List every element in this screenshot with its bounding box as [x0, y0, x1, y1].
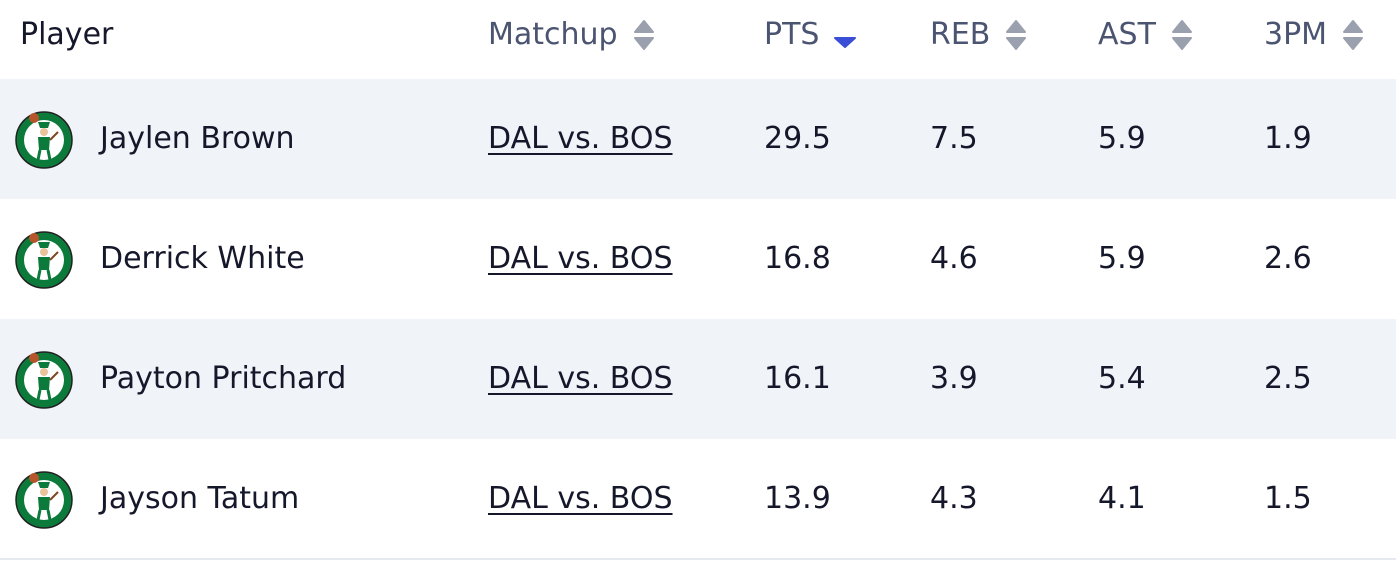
stat-value: 4.6: [930, 241, 978, 276]
table-row: Jayson Tatum DAL vs. BOS 13.9 4.3 4.1 1.5: [0, 439, 1396, 559]
stat-value: 2.5: [1264, 361, 1312, 396]
table-row: Jaylen Brown DAL vs. BOS 29.5 7.5 5.9 1.9: [0, 79, 1396, 199]
stat-value: 4.3: [930, 481, 978, 516]
table-row: Payton Pritchard DAL vs. BOS 16.1 3.9 5.4 2.5: [0, 319, 1396, 439]
stat-value: 4.1: [1098, 481, 1146, 516]
player-name: Jayson Tatum: [100, 481, 300, 516]
matchup-link[interactable]: DAL vs. BOS: [488, 121, 673, 156]
matchup-link[interactable]: DAL vs. BOS: [488, 481, 673, 516]
matchup-link[interactable]: DAL vs. BOS: [488, 241, 673, 276]
sort-icon[interactable]: [1004, 18, 1028, 52]
sort-icon[interactable]: [833, 18, 857, 52]
column-header: Player: [20, 17, 113, 52]
header-text: Matchup: [488, 17, 618, 52]
table-header: Player Matchup PTS REB AST 3PM: [0, 0, 1396, 79]
column-header[interactable]: AST: [1098, 17, 1194, 52]
stat-value: 7.5: [930, 121, 978, 156]
header-text: PTS: [764, 17, 820, 52]
sort-icon[interactable]: [1170, 18, 1194, 52]
team-logo: [15, 351, 73, 409]
stat-value: 29.5: [764, 121, 831, 156]
team-logo: [15, 111, 73, 169]
stat-value: 3.9: [930, 361, 978, 396]
stat-value: 13.9: [764, 481, 831, 516]
stat-value: 1.9: [1264, 121, 1312, 156]
column-header[interactable]: Matchup: [488, 17, 656, 52]
column-header[interactable]: 3PM: [1264, 17, 1365, 52]
player-name: Jaylen Brown: [100, 121, 295, 156]
header-text: 3PM: [1264, 17, 1328, 52]
player-name: Derrick White: [100, 241, 305, 276]
header-text: Player: [20, 17, 114, 52]
table-row: Derrick White DAL vs. BOS 16.8 4.6 5.9 2.6: [0, 199, 1396, 319]
stat-value: 5.9: [1098, 241, 1146, 276]
header-text: REB: [930, 17, 991, 52]
matchup-link[interactable]: DAL vs. BOS: [488, 361, 673, 396]
stat-value: 16.8: [764, 241, 831, 276]
table-border: [0, 558, 1396, 560]
stat-value: 1.5: [1264, 481, 1312, 516]
sort-icon[interactable]: [632, 18, 656, 52]
team-logo: [15, 471, 73, 529]
stat-value: 2.6: [1264, 241, 1312, 276]
stat-value: 5.4: [1098, 361, 1146, 396]
header-text: AST: [1098, 17, 1156, 52]
sort-icon[interactable]: [1341, 18, 1365, 52]
column-header[interactable]: REB: [930, 17, 1028, 52]
column-header[interactable]: PTS: [764, 17, 857, 52]
player-name: Payton Pritchard: [100, 361, 347, 396]
stat-value: 5.9: [1098, 121, 1146, 156]
stat-value: 16.1: [764, 361, 831, 396]
team-logo: [15, 231, 73, 289]
